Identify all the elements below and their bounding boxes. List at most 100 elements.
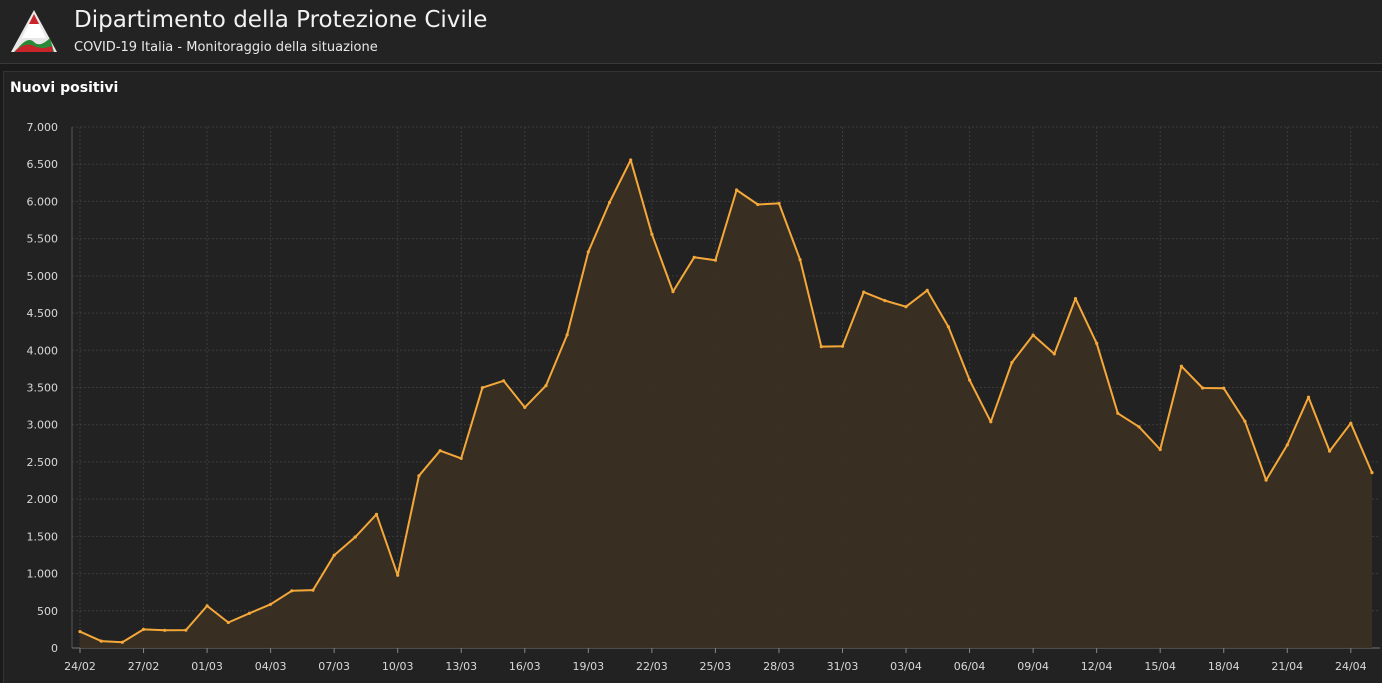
data-point[interactable] — [819, 345, 823, 349]
app-title: Dipartimento della Protezione Civile — [74, 7, 488, 33]
data-point[interactable] — [798, 258, 802, 262]
x-tick-label: 25/03 — [700, 660, 732, 673]
data-point[interactable] — [544, 384, 548, 388]
data-point[interactable] — [184, 628, 188, 632]
data-point[interactable] — [756, 202, 760, 207]
x-tick-label: 01/03 — [191, 660, 223, 673]
data-point[interactable] — [565, 333, 569, 337]
x-tick-label: 24/04 — [1335, 660, 1367, 673]
data-point[interactable] — [205, 604, 209, 608]
data-point[interactable] — [650, 232, 654, 236]
data-point[interactable] — [713, 258, 718, 262]
data-point[interactable] — [1264, 478, 1268, 482]
x-tick-label: 21/04 — [1271, 660, 1303, 673]
x-tick-label: 22/03 — [636, 660, 668, 673]
x-tick-label: 28/03 — [763, 660, 795, 673]
data-point[interactable] — [671, 290, 675, 294]
data-point[interactable] — [417, 474, 421, 478]
data-point[interactable] — [1222, 386, 1226, 390]
data-point[interactable] — [1306, 395, 1311, 399]
data-point[interactable] — [883, 299, 887, 303]
data-point[interactable] — [692, 255, 696, 259]
data-point[interactable] — [1031, 333, 1035, 337]
x-tick-label: 18/04 — [1208, 660, 1240, 673]
protezione-civile-logo-icon — [11, 10, 57, 52]
data-point[interactable] — [396, 573, 400, 577]
data-point[interactable] — [1010, 360, 1014, 365]
x-tick-label: 24/02 — [64, 660, 96, 673]
data-point[interactable] — [777, 201, 781, 205]
data-point[interactable] — [1243, 419, 1247, 423]
data-point[interactable] — [226, 620, 230, 625]
data-point[interactable] — [99, 639, 103, 643]
x-tick-label: 19/03 — [572, 660, 604, 673]
x-tick-label: 12/04 — [1081, 660, 1113, 673]
data-point[interactable] — [332, 553, 336, 557]
y-tick-label: 5.500 — [27, 233, 59, 246]
data-point[interactable] — [840, 344, 845, 348]
data-point[interactable] — [1328, 449, 1332, 453]
data-point[interactable] — [311, 588, 315, 592]
data-point[interactable] — [862, 290, 866, 294]
data-point[interactable] — [1158, 447, 1162, 452]
app-subtitle: COVID-19 Italia - Monitoraggio della sit… — [74, 40, 378, 55]
data-point[interactable] — [735, 188, 739, 192]
data-point[interactable] — [523, 405, 527, 409]
x-tick-label: 27/02 — [128, 660, 160, 673]
data-point[interactable] — [290, 589, 294, 593]
y-tick-label: 7.000 — [27, 121, 59, 134]
data-point[interactable] — [120, 640, 124, 644]
x-tick-label: 13/03 — [445, 660, 477, 673]
y-tick-label: 1.000 — [27, 568, 59, 581]
data-point[interactable] — [459, 456, 463, 460]
y-tick-label: 3.500 — [27, 382, 59, 395]
x-tick-label: 06/04 — [954, 660, 986, 673]
x-tick-label: 16/03 — [509, 660, 541, 673]
series-line — [79, 159, 1373, 644]
data-point[interactable] — [1052, 352, 1056, 356]
y-tick-label: 6.500 — [27, 158, 59, 171]
data-point[interactable] — [586, 250, 590, 254]
data-point[interactable] — [607, 200, 612, 205]
data-point[interactable] — [1095, 341, 1099, 345]
y-tick-label: 5.000 — [27, 270, 59, 283]
x-tick-label: 04/03 — [255, 660, 287, 673]
series-area — [80, 160, 1372, 648]
data-point[interactable] — [1349, 421, 1353, 425]
data-point[interactable] — [247, 611, 251, 615]
data-point[interactable] — [1285, 443, 1289, 447]
data-point[interactable] — [78, 630, 82, 634]
y-tick-label: 4.500 — [27, 307, 59, 320]
data-point[interactable] — [1201, 386, 1205, 390]
x-tick-label: 31/03 — [827, 660, 859, 673]
data-point[interactable] — [1370, 471, 1374, 475]
data-point[interactable] — [141, 627, 146, 632]
data-point[interactable] — [374, 512, 379, 516]
data-point[interactable] — [163, 628, 167, 632]
data-point[interactable] — [946, 325, 951, 329]
x-tick-label: 10/03 — [382, 660, 414, 673]
data-point[interactable] — [480, 386, 484, 390]
data-point[interactable] — [968, 378, 972, 382]
data-point[interactable] — [1179, 364, 1183, 368]
data-point[interactable] — [1116, 411, 1120, 415]
data-point[interactable] — [904, 305, 908, 309]
app-header: Dipartimento della Protezione Civile COV… — [0, 0, 1382, 64]
x-tick-label: 09/04 — [1017, 660, 1049, 673]
data-point[interactable] — [629, 158, 633, 162]
data-point[interactable] — [989, 420, 993, 424]
y-tick-label: 6.000 — [27, 195, 59, 208]
data-point[interactable] — [269, 602, 273, 606]
data-point[interactable] — [438, 449, 442, 453]
y-tick-label: 0 — [51, 642, 58, 655]
data-point[interactable] — [502, 379, 506, 383]
x-tick-label: 03/04 — [890, 660, 922, 673]
data-point[interactable] — [1073, 297, 1078, 301]
data-point[interactable] — [353, 535, 357, 539]
x-tick-label: 15/04 — [1144, 660, 1176, 673]
y-tick-label: 1.500 — [27, 530, 59, 543]
data-point[interactable] — [1137, 425, 1141, 429]
y-tick-label: 2.000 — [27, 493, 59, 506]
data-point[interactable] — [925, 288, 929, 292]
